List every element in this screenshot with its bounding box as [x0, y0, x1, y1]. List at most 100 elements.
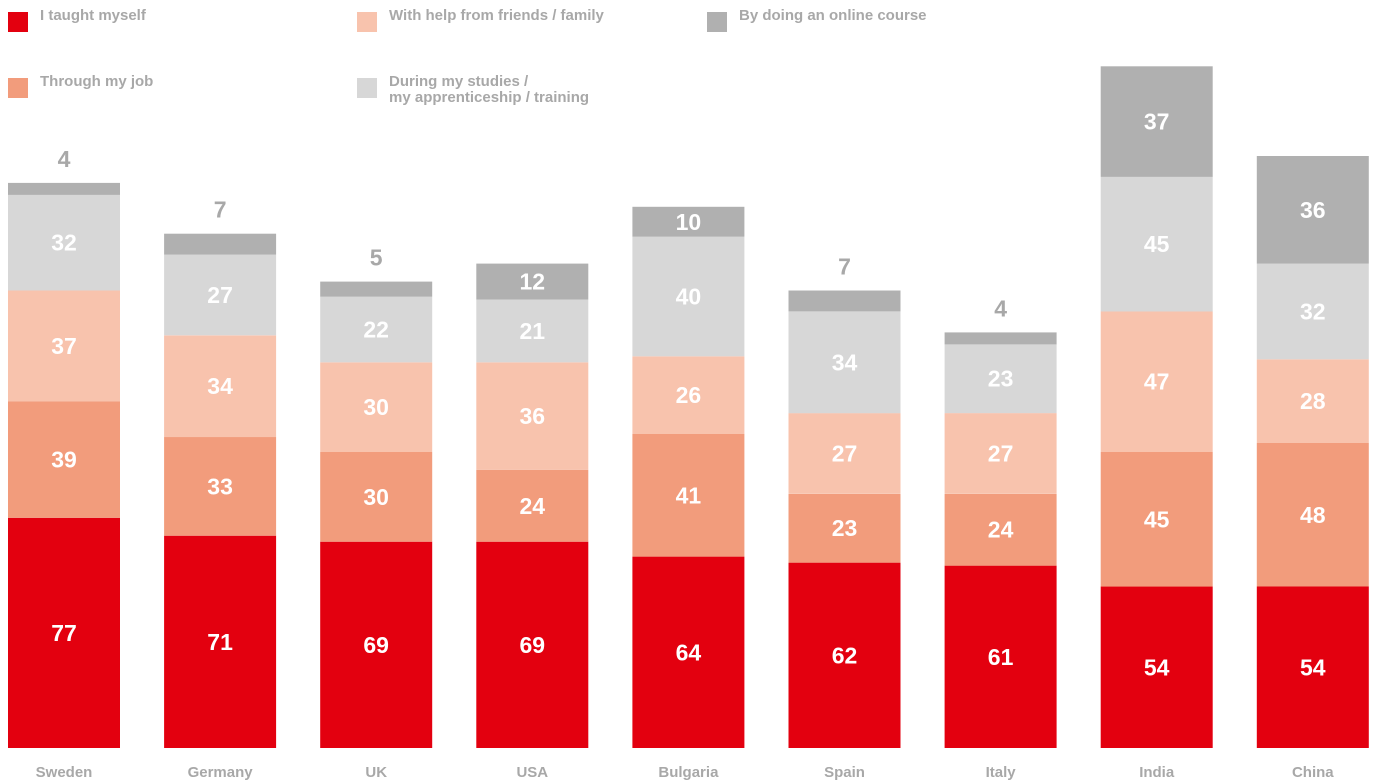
- data-label: 54: [1300, 654, 1326, 680]
- bar-segment: [1100, 586, 1213, 748]
- data-label: 27: [832, 441, 858, 467]
- data-label: 77: [51, 620, 77, 646]
- legend-label: By doing an online course: [739, 7, 927, 24]
- bar-segment: [1100, 452, 1213, 587]
- bar-segment: [944, 565, 1057, 748]
- data-label: 26: [676, 382, 702, 408]
- data-label: 40: [676, 284, 702, 310]
- data-label: 39: [51, 447, 77, 473]
- bar-segment: [788, 493, 901, 563]
- bar-group-sweden: 77 39 37 32 4 Sweden: [8, 146, 120, 781]
- bar-segment: [320, 296, 433, 363]
- data-label: 34: [832, 349, 858, 375]
- data-label: 36: [520, 403, 546, 429]
- bar-group-bulgaria: 64 41 26 40 10 Bulgaria: [632, 206, 745, 781]
- data-label: 45: [1144, 506, 1170, 532]
- bar-segment: [164, 535, 277, 748]
- category-label: India: [1139, 764, 1175, 781]
- data-label: 10: [676, 209, 702, 235]
- bar-segment: [164, 233, 277, 255]
- legend-swatch: [357, 78, 377, 98]
- data-label: 12: [520, 269, 546, 295]
- bar-segment: [8, 182, 120, 195]
- bar-segment: [632, 206, 745, 237]
- bar-segment: [8, 517, 120, 748]
- legend-swatch: [8, 12, 28, 32]
- legend-label: During my studies / my apprenticeship / …: [389, 73, 590, 106]
- legend-swatch: [357, 12, 377, 32]
- bar-segment: [164, 335, 277, 438]
- bar-segment: [8, 290, 120, 402]
- bar-segment: [476, 541, 589, 748]
- data-label: 71: [207, 629, 233, 655]
- category-label: Bulgaria: [658, 764, 719, 781]
- data-label: 4: [58, 146, 71, 172]
- category-label: Italy: [986, 764, 1017, 781]
- legend-label: With help from friends / family: [389, 7, 604, 24]
- data-label: 27: [988, 441, 1014, 467]
- category-label: UK: [365, 764, 387, 781]
- bar-segment: [788, 311, 901, 414]
- data-label: 69: [520, 632, 546, 658]
- data-label: 23: [832, 515, 858, 541]
- category-label: Spain: [824, 764, 865, 781]
- legend-swatch: [8, 78, 28, 98]
- legend-item-taught-myself: I taught myself: [8, 0, 360, 32]
- legend: I taught myself Through my job With help…: [0, 0, 1375, 120]
- bar-segment: [944, 344, 1057, 414]
- bar-group-usa: 69 24 36 21 12 USA: [476, 263, 589, 781]
- bar-segment: [476, 263, 589, 300]
- bar-group-india: 54 45 47 45 37 India: [1100, 66, 1213, 781]
- bar-segment: [1100, 176, 1213, 312]
- bar-segment: [632, 236, 745, 357]
- bar-segment: [1256, 443, 1369, 587]
- data-label: 41: [676, 482, 702, 508]
- bar-segment: [1256, 156, 1369, 264]
- bar-group-uk: 69 30 30 22 5 UK: [320, 245, 433, 781]
- data-label: 5: [370, 245, 383, 271]
- data-label: 30: [363, 394, 389, 420]
- data-label: 21: [520, 318, 546, 344]
- bar-segment: [8, 401, 120, 518]
- data-label: 64: [676, 639, 702, 665]
- bar-group-spain: 62 23 27 34 7 Spain: [788, 254, 901, 781]
- data-label: 22: [363, 316, 389, 342]
- data-label: 30: [363, 484, 389, 510]
- data-label: 23: [988, 366, 1014, 392]
- data-label: 24: [520, 493, 546, 519]
- data-label: 28: [1300, 388, 1326, 414]
- bar-segment: [320, 452, 433, 542]
- legend-item-through-job: Through my job: [8, 66, 360, 98]
- bar-segment: [944, 493, 1057, 566]
- legend-item-online-course: By doing an online course: [707, 0, 1059, 32]
- legend-label: I taught myself: [40, 7, 146, 24]
- bar-segment: [1100, 311, 1213, 452]
- data-label: 36: [1300, 197, 1326, 223]
- bar-segment: [1100, 66, 1213, 177]
- bar-segment: [476, 469, 589, 542]
- bar-segment: [632, 434, 745, 557]
- data-label: 7: [838, 254, 851, 280]
- data-label: 34: [207, 373, 233, 399]
- bar-segment: [632, 556, 745, 748]
- bar-segment: [788, 562, 901, 748]
- bar-group-italy: 61 24 27 23 4 Italy: [944, 295, 1057, 781]
- legend-label: Through my job: [40, 73, 154, 90]
- bar-segment: [320, 541, 433, 748]
- data-label: 33: [207, 473, 233, 499]
- data-label: 54: [1144, 654, 1170, 680]
- data-label: 37: [51, 333, 77, 359]
- data-label: 61: [988, 644, 1014, 670]
- bar-segment: [164, 254, 277, 336]
- data-label: 27: [207, 282, 233, 308]
- category-label: USA: [516, 764, 548, 781]
- data-label: 32: [51, 230, 77, 256]
- bar-segment: [320, 281, 433, 297]
- bar-group-china: 54 48 28 32 36 China: [1256, 156, 1369, 781]
- data-label: 4: [994, 295, 1007, 321]
- data-label: 7: [214, 197, 227, 223]
- data-label: 69: [363, 632, 389, 658]
- bar-segment: [944, 332, 1057, 345]
- bar-segment: [1256, 586, 1369, 748]
